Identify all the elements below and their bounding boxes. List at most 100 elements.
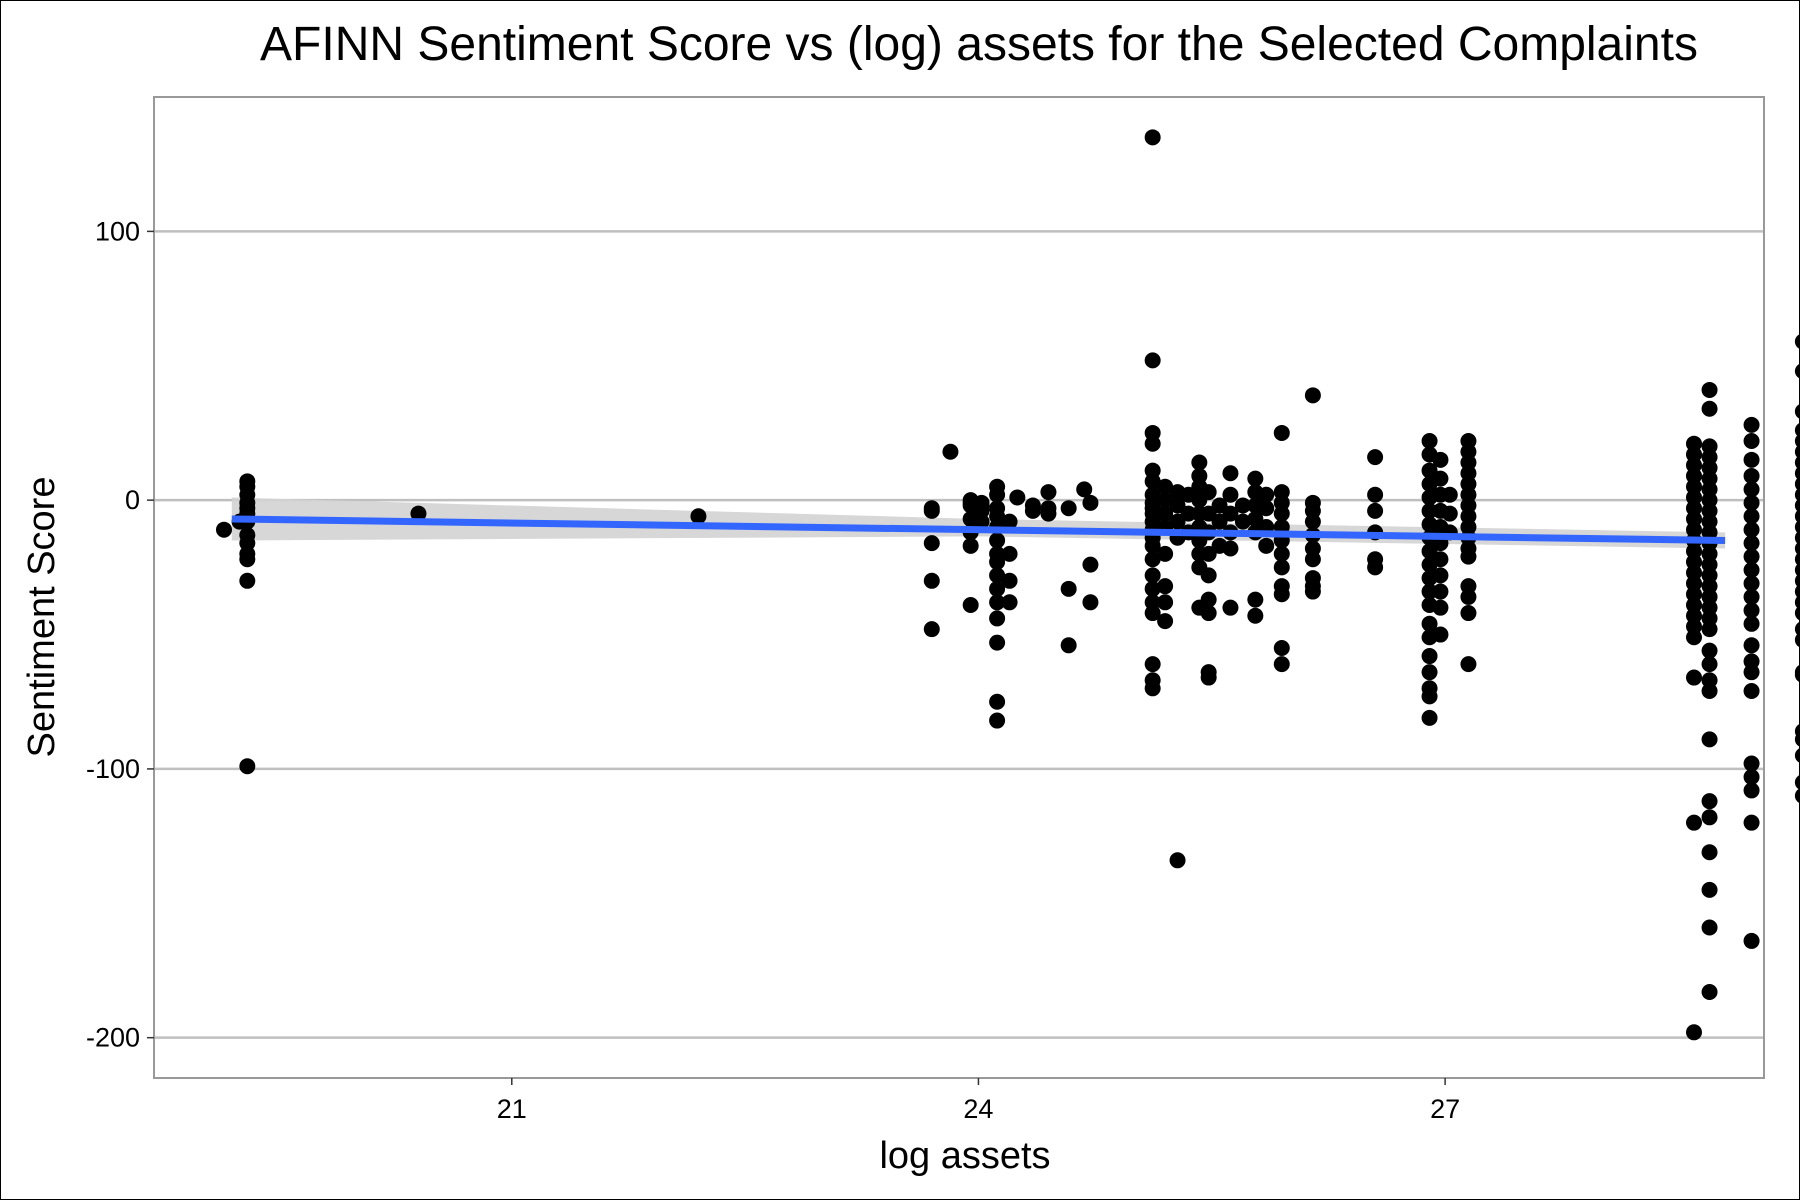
data-point	[1001, 572, 1018, 589]
data-point	[1794, 487, 1800, 503]
data-point	[1421, 433, 1438, 450]
data-point	[1794, 334, 1800, 350]
data-point	[1794, 519, 1800, 535]
data-point	[1794, 444, 1800, 460]
panel-border	[153, 96, 1765, 1079]
data-point	[1460, 605, 1477, 622]
data-point	[1794, 605, 1800, 621]
data-point	[1743, 575, 1760, 592]
data-point	[1247, 591, 1264, 608]
data-point	[1273, 559, 1290, 576]
data-point	[1701, 793, 1718, 810]
data-point	[1794, 498, 1800, 513]
data-point	[1743, 588, 1760, 605]
data-point	[1144, 473, 1161, 490]
data-point	[1144, 551, 1161, 568]
data-point	[1304, 551, 1321, 568]
data-point	[923, 621, 940, 638]
data-point	[1157, 594, 1174, 611]
data-point	[1191, 454, 1208, 471]
y-tick-label: 0	[125, 485, 140, 515]
data-point	[1794, 594, 1800, 610]
trend-line-layer	[231, 515, 1726, 544]
data-point	[1200, 567, 1217, 584]
data-point	[1060, 580, 1077, 597]
data-point	[1082, 494, 1099, 511]
data-point	[1421, 709, 1438, 726]
data-point	[1743, 782, 1760, 799]
data-point	[1421, 648, 1438, 665]
data-point	[1222, 486, 1239, 503]
data-point	[1273, 656, 1290, 673]
data-point	[1686, 814, 1702, 831]
data-point	[989, 594, 1006, 611]
data-point	[1024, 502, 1041, 519]
data-point	[1701, 881, 1718, 898]
data-point	[1794, 541, 1800, 556]
data-point	[1701, 656, 1718, 673]
data-point	[1001, 545, 1018, 562]
data-point	[1082, 556, 1099, 573]
data-point	[1040, 505, 1057, 522]
data-point	[1157, 492, 1174, 509]
data-point	[1794, 551, 1800, 567]
data-point	[1441, 505, 1458, 522]
data-point	[1794, 774, 1800, 790]
data-point	[989, 532, 1006, 549]
data-point	[1157, 613, 1174, 630]
data-point	[1060, 500, 1077, 517]
data-point	[1743, 467, 1760, 484]
data-point	[1060, 637, 1077, 654]
data-point	[1743, 932, 1760, 949]
data-point	[1009, 489, 1026, 506]
data-point	[1743, 768, 1760, 785]
data-point	[1247, 607, 1264, 624]
x-tick-label: 27	[1430, 1094, 1460, 1124]
data-point	[1432, 626, 1449, 643]
data-point	[989, 693, 1006, 710]
data-point	[1367, 486, 1384, 503]
data-point	[1222, 505, 1239, 522]
data-point	[1432, 451, 1449, 468]
data-point	[1743, 451, 1760, 468]
data-point	[1234, 513, 1251, 530]
data-point	[1076, 481, 1093, 498]
data-point	[1157, 478, 1174, 495]
data-point	[1144, 352, 1161, 369]
data-point	[1794, 433, 1800, 449]
data-point	[1144, 605, 1161, 622]
data-point	[216, 521, 232, 538]
data-point	[989, 610, 1006, 627]
data-point	[1794, 667, 1800, 683]
data-point	[1222, 599, 1239, 616]
data-point	[1743, 521, 1760, 538]
data-point	[1304, 513, 1321, 530]
data-point	[1144, 435, 1161, 452]
data-point	[1367, 502, 1384, 519]
data-point	[1701, 400, 1718, 417]
y-tick-label: 100	[95, 216, 140, 246]
data-point	[1686, 1024, 1702, 1041]
data-point	[1157, 545, 1174, 562]
data-point	[1441, 486, 1458, 503]
data-point	[1432, 567, 1449, 584]
data-point	[1686, 629, 1702, 646]
data-point	[1794, 731, 1800, 747]
data-point	[1222, 465, 1239, 482]
data-point	[1794, 562, 1800, 578]
data-point	[1701, 381, 1718, 398]
data-point	[1157, 578, 1174, 595]
data-point	[1743, 755, 1760, 772]
data-point	[1144, 656, 1161, 673]
data-point	[1794, 363, 1800, 379]
data-points	[216, 129, 1800, 1041]
data-point	[1743, 562, 1760, 579]
data-point	[1258, 537, 1275, 554]
data-point	[923, 502, 940, 519]
data-point	[1743, 494, 1760, 511]
data-point	[1273, 505, 1290, 522]
data-point	[1794, 422, 1800, 438]
data-point	[962, 537, 979, 554]
